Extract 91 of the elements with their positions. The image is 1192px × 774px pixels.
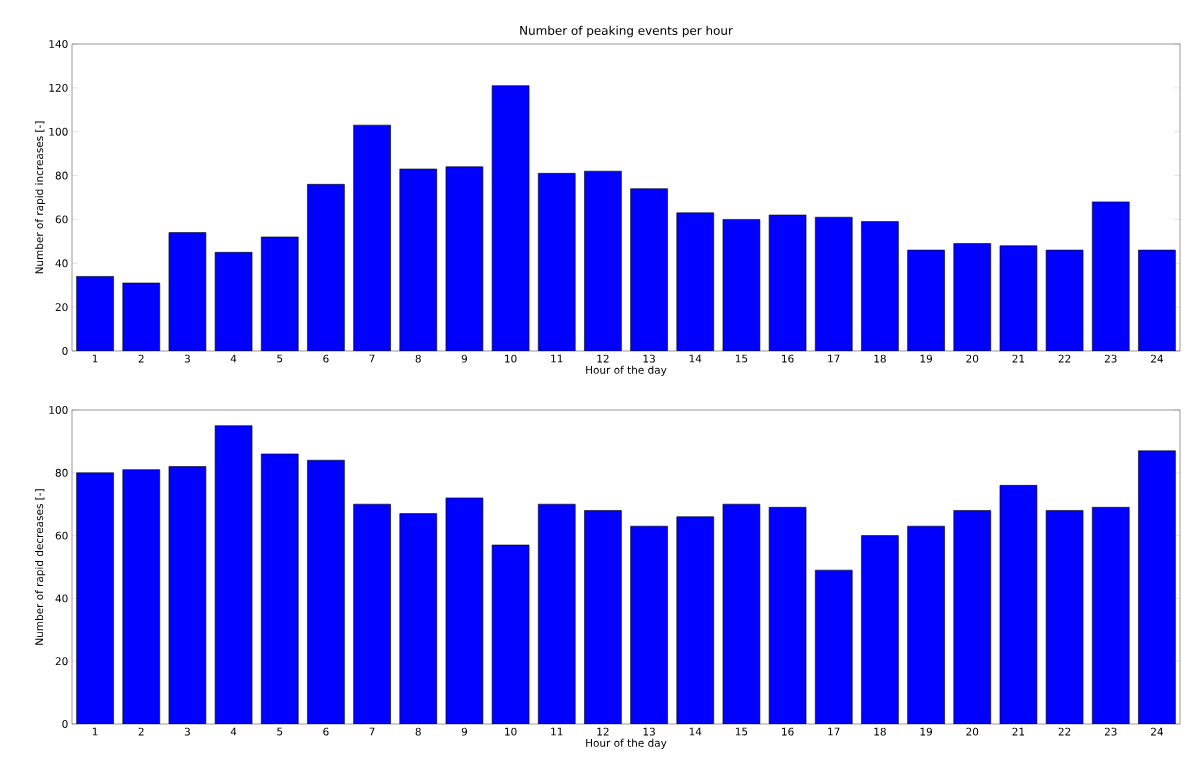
x-tick-label: 15 xyxy=(735,354,748,363)
y-tick-label: 20 xyxy=(55,657,68,666)
x-tick-label: 5 xyxy=(277,354,283,363)
x-tick-label: 10 xyxy=(505,727,517,736)
x-tick-label: 14 xyxy=(689,354,702,363)
y-tick-label: 40 xyxy=(55,259,68,268)
bar xyxy=(584,510,622,724)
y-axis-title: Number of rapid increases [-] xyxy=(35,121,46,274)
bar xyxy=(445,497,483,724)
x-tick-label: 5 xyxy=(277,727,283,736)
x-tick-label: 15 xyxy=(735,727,748,736)
bar xyxy=(538,504,576,724)
x-tick-label: 12 xyxy=(597,354,609,363)
bar xyxy=(1138,450,1176,724)
x-tick-label: 4 xyxy=(230,727,237,736)
x-tick-label: 8 xyxy=(415,727,421,736)
x-tick-label: 23 xyxy=(1104,354,1117,363)
x-tick-label: 19 xyxy=(920,727,933,736)
bar xyxy=(76,472,114,724)
y-tick-label: 80 xyxy=(55,468,68,477)
x-tick-label: 17 xyxy=(828,727,840,736)
x-tick-label: 18 xyxy=(874,354,886,363)
y-tick-label: 140 xyxy=(49,40,68,48)
x-tick-label: 20 xyxy=(966,354,979,363)
x-tick-label: 9 xyxy=(461,727,468,736)
bar xyxy=(1092,507,1130,724)
x-tick-label: 21 xyxy=(1012,727,1025,736)
x-tick-label: 14 xyxy=(689,727,702,736)
x-tick-label: 8 xyxy=(415,354,421,363)
x-tick-label: 17 xyxy=(828,354,840,363)
bar xyxy=(353,504,391,724)
x-tick-label: 1 xyxy=(92,354,98,363)
x-tick-label: 6 xyxy=(323,354,329,363)
bar xyxy=(215,425,253,724)
x-tick-label: 7 xyxy=(369,354,375,363)
x-tick-label: 12 xyxy=(597,727,609,736)
y-tick-label: 20 xyxy=(55,303,68,312)
bar xyxy=(861,535,899,724)
x-tick-label: 16 xyxy=(782,354,794,363)
x-tick-label: 13 xyxy=(643,354,655,363)
x-tick-label: 11 xyxy=(551,354,563,363)
x-tick-label: 9 xyxy=(461,354,468,363)
y-tick-label: 0 xyxy=(62,347,68,355)
x-tick-label: 24 xyxy=(1151,727,1163,736)
x-tick-label: 3 xyxy=(184,727,190,736)
chart-title: Number of peaking events per hour xyxy=(520,25,733,38)
x-tick-label: 19 xyxy=(920,354,933,363)
bar xyxy=(953,510,991,724)
y-tick-label: 0 xyxy=(62,720,68,728)
bar xyxy=(769,507,807,724)
x-tick-label: 11 xyxy=(551,727,563,736)
y-tick-label: 100 xyxy=(49,127,68,136)
bar xyxy=(722,504,760,724)
bar xyxy=(307,460,345,724)
bar xyxy=(399,513,437,724)
y-tick-label: 100 xyxy=(49,406,68,414)
x-tick-label: 4 xyxy=(230,354,237,363)
x-tick-label: 16 xyxy=(782,727,794,736)
x-tick-label: 7 xyxy=(369,727,375,736)
x-tick-label: 22 xyxy=(1058,727,1071,736)
y-tick-label: 120 xyxy=(49,83,68,92)
x-tick-label: 1 xyxy=(92,727,98,736)
y-tick-label: 80 xyxy=(55,171,68,180)
bar xyxy=(492,545,530,724)
y-tick-label: 60 xyxy=(55,215,68,224)
x-axis-title: Hour of the day xyxy=(586,738,667,749)
bar xyxy=(676,516,714,724)
bar xyxy=(815,570,853,724)
x-tick-label: 23 xyxy=(1104,727,1117,736)
x-tick-label: 10 xyxy=(505,354,517,363)
x-tick-label: 24 xyxy=(1151,354,1163,363)
bar xyxy=(630,526,668,724)
x-tick-label: 2 xyxy=(138,727,144,736)
x-tick-label: 21 xyxy=(1012,354,1025,363)
bar xyxy=(999,485,1037,724)
bar xyxy=(122,469,160,724)
x-tick-label: 18 xyxy=(874,727,886,736)
x-tick-label: 2 xyxy=(138,354,144,363)
x-tick-label: 6 xyxy=(323,727,329,736)
y-tick-label: 40 xyxy=(55,594,68,603)
x-tick-label: 22 xyxy=(1058,354,1071,363)
x-tick-label: 20 xyxy=(966,727,979,736)
x-axis-title: Hour of the day xyxy=(586,365,667,376)
y-tick-label: 60 xyxy=(55,531,68,540)
y-axis-title: Number of rapid decreases [-] xyxy=(35,489,46,645)
bar xyxy=(907,526,945,724)
bar xyxy=(1046,510,1084,724)
bar xyxy=(261,453,299,724)
bar xyxy=(168,466,206,724)
x-tick-label: 3 xyxy=(184,354,190,363)
x-tick-label: 13 xyxy=(643,727,655,736)
